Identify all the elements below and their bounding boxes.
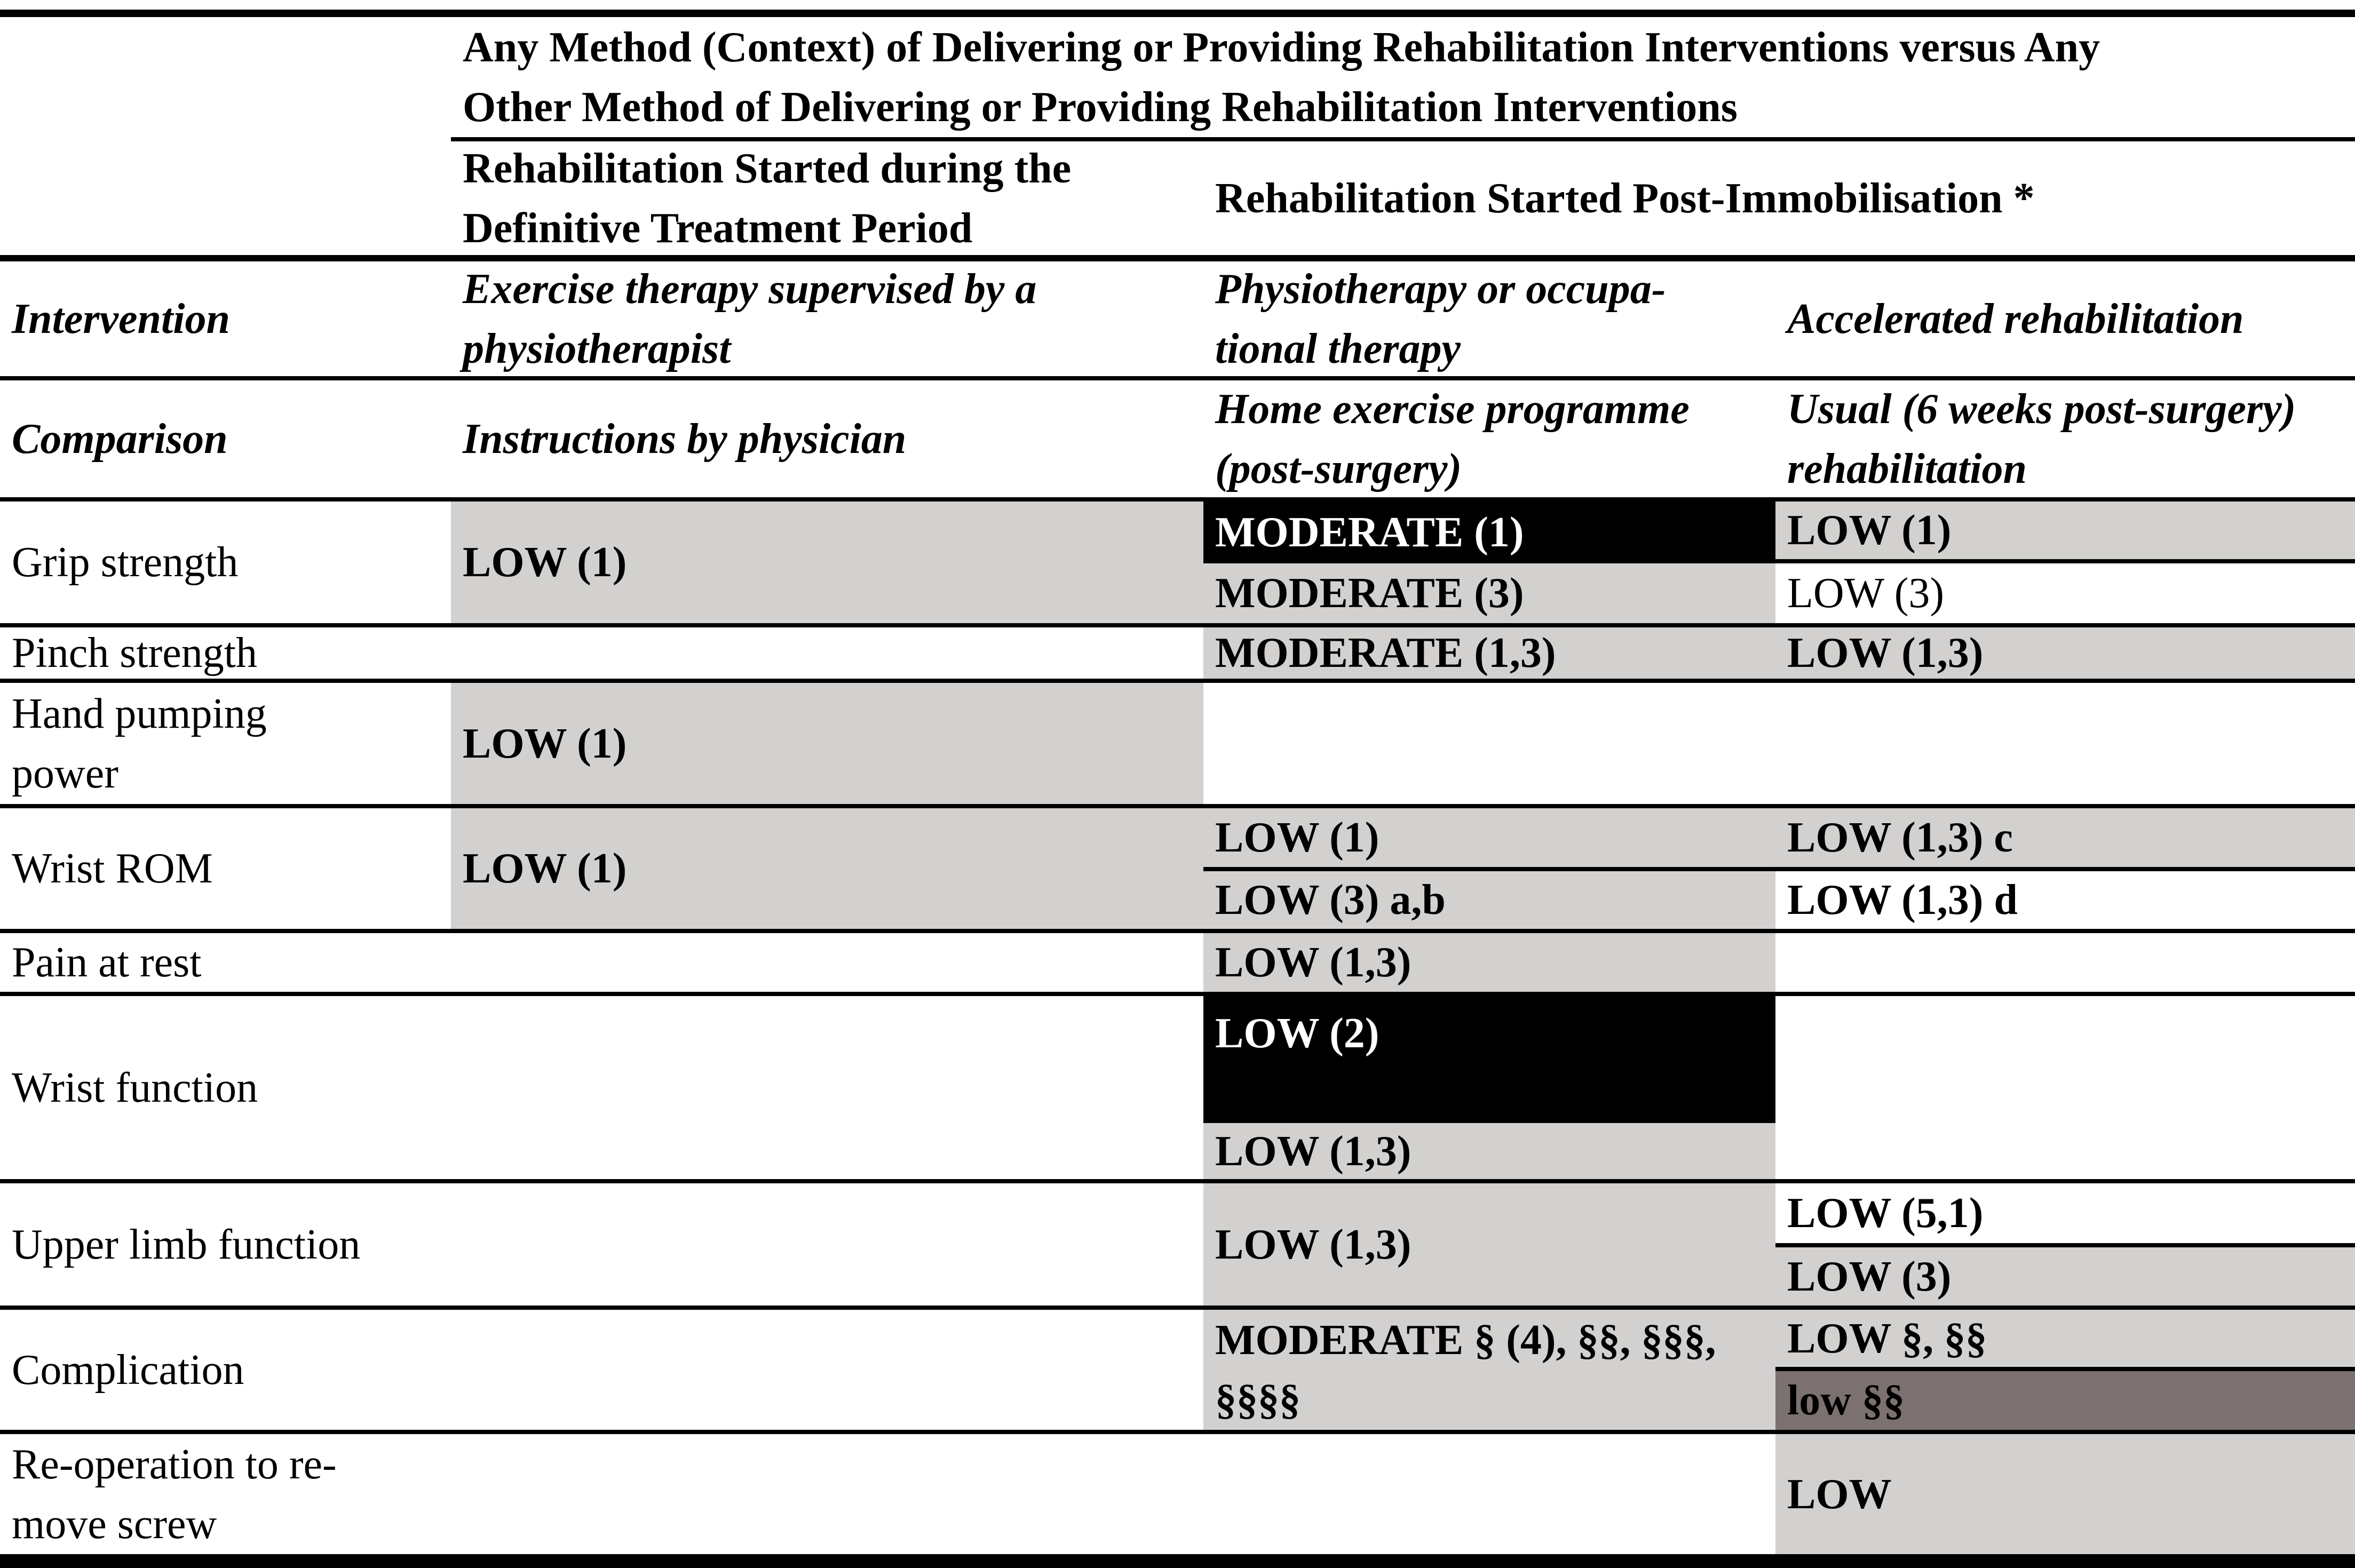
reoperation-label-line-1: Re-operation to re- xyxy=(12,1440,337,1488)
grip-col3-sub1: MODERATE (1) xyxy=(1203,502,1775,563)
comparison-col3-cell: Home exercise programme (post-surgery) xyxy=(1203,380,1775,497)
upper-limb-label: Upper limb function xyxy=(12,1221,361,1268)
wrist-function-col3-cell: LOW (2) LOW (1,3) xyxy=(1203,996,1775,1179)
hand-pumping-label-line-1: Hand pumping xyxy=(12,690,267,737)
hand-pumping-label-line-2: power xyxy=(12,750,118,797)
intervention-col3-cell: Physiotherapy or occupa- tional therapy xyxy=(1203,261,1775,376)
comparison-col4-line-2: rehabilitation xyxy=(1787,445,2027,492)
complication-col3-line-2: §§§§ xyxy=(1215,1376,1301,1423)
pain-at-rest-label: Pain at rest xyxy=(12,939,202,986)
header-during-treatment-line-2: Definitive Treatment Period xyxy=(463,204,973,252)
outcome-row-wrist-rom: Wrist ROM LOW (1) LOW (1) LOW (3) a,b LO… xyxy=(0,808,2355,933)
outcome-row-upper-limb-function: Upper limb function LOW (1,3) LOW (5,1) … xyxy=(0,1183,2355,1310)
intervention-row: Intervention Exercise therapy supervised… xyxy=(0,261,2355,380)
intervention-col2-line-1: Exercise therapy supervised by a xyxy=(463,265,1037,313)
wrist-function-col3-sub1: LOW (2) xyxy=(1203,996,1775,1123)
table-bottom-rule xyxy=(0,1554,2355,1568)
reoperation-label-line-2: move screw xyxy=(12,1500,217,1548)
upper-limb-col2-cell xyxy=(451,1183,1203,1306)
complication-col4-cell: LOW §, §§ low §§ xyxy=(1775,1310,2355,1430)
header-span-empty-cell xyxy=(0,17,451,141)
complication-label: Complication xyxy=(12,1346,244,1394)
pinch-label: Pinch strength xyxy=(12,630,257,676)
header-span-title-cell: Any Method (Context) of Delivering or Pr… xyxy=(451,17,2355,141)
upper-limb-col4-sub1: LOW (5,1) xyxy=(1775,1183,2355,1247)
hand-pumping-col3-cell xyxy=(1203,683,1775,804)
header-span-row: Any Method (Context) of Delivering or Pr… xyxy=(0,17,2355,141)
comparison-col4-cell: Usual (6 weeks post-surgery) rehabilitat… xyxy=(1775,380,2355,497)
intervention-col2-cell: Exercise therapy supervised by a physiot… xyxy=(451,261,1203,376)
outcome-row-complication: Complication MODERATE § (4), §§, §§§, §§… xyxy=(0,1310,2355,1434)
hand-pumping-col4-cell xyxy=(1775,683,2355,804)
intervention-col4-cell: Accelerated rehabilitation xyxy=(1787,295,2244,343)
outcome-row-pinch-strength: Pinch strength MODERATE (1,3) LOW (1,3) xyxy=(0,627,2355,683)
grip-col3-sub2: MODERATE (3) xyxy=(1203,563,1775,623)
header-subgroup-empty-cell xyxy=(0,141,451,255)
intervention-label: Intervention xyxy=(12,295,230,343)
intervention-col2-line-2: physiotherapist xyxy=(463,325,731,372)
complication-col4-sub2: low §§ xyxy=(1775,1371,2355,1430)
comparison-col2-cell: Instructions by physician xyxy=(463,415,907,463)
complication-col4-sub1: LOW §, §§ xyxy=(1775,1310,2355,1371)
outcome-row-pain-at-rest: Pain at rest LOW (1,3) xyxy=(0,933,2355,996)
header-during-treatment-cell: Rehabilitation Started during the Defini… xyxy=(451,141,1203,255)
hand-pumping-col2-cell: LOW (1) xyxy=(451,683,1203,804)
complication-col3-cell: MODERATE § (4), §§, §§§, §§§§ xyxy=(1203,1310,1775,1430)
comparison-label: Comparison xyxy=(12,415,228,463)
grip-col4-sub2: LOW (3) xyxy=(1787,570,1944,617)
comparison-row: Comparison Instructions by physician Hom… xyxy=(0,380,2355,502)
pinch-col3-cell: MODERATE (1,3) xyxy=(1203,627,1775,679)
header-span-line-1: Any Method (Context) of Delivering or Pr… xyxy=(463,23,2100,71)
outcome-row-reoperation: Re-operation to re- move screw LOW xyxy=(0,1434,2355,1554)
wrist-rom-col4-sub2: LOW (1,3) d xyxy=(1787,877,2018,924)
header-subgroup-row: Rehabilitation Started during the Defini… xyxy=(0,141,2355,261)
pain-at-rest-col3-cell: LOW (1,3) xyxy=(1203,933,1775,992)
outcome-row-hand-pumping-power: Hand pumping power LOW (1) xyxy=(0,683,2355,808)
wrist-rom-col4-sub1: LOW (1,3) c xyxy=(1775,808,2355,871)
outcome-row-grip-strength: Grip strength LOW (1) MODERATE (1) MODER… xyxy=(0,502,2355,627)
upper-limb-col3-cell: LOW (1,3) xyxy=(1203,1183,1775,1306)
reoperation-col3-cell xyxy=(1203,1434,1775,1554)
wrist-rom-col3-sub1: LOW (1) xyxy=(1203,808,1775,871)
pinch-col4-cell: LOW (1,3) xyxy=(1775,627,2355,679)
pinch-col2-cell xyxy=(451,627,1203,679)
upper-limb-col4-cell: LOW (5,1) LOW (3) xyxy=(1775,1183,2355,1306)
reoperation-col4-cell: LOW xyxy=(1775,1434,2355,1554)
wrist-rom-col3-cell: LOW (1) LOW (3) a,b xyxy=(1203,808,1775,929)
upper-limb-col4-sub2: LOW (3) xyxy=(1775,1247,2355,1306)
comparison-col3-line-2: (post-surgery) xyxy=(1215,445,1462,492)
comparison-col3-line-1: Home exercise programme xyxy=(1215,385,1690,433)
wrist-rom-col4-cell: LOW (1,3) c LOW (1,3) d xyxy=(1775,808,2355,929)
hand-pumping-label: Hand pumping power xyxy=(0,683,451,804)
complication-col3-line-1: MODERATE § (4), §§, §§§, xyxy=(1215,1316,1716,1364)
complication-col2-cell xyxy=(451,1310,1203,1430)
wrist-function-col4-cell xyxy=(1775,996,2355,1179)
header-span-line-2: Other Method of Delivering or Providing … xyxy=(463,83,1738,131)
wrist-function-col3-sub2: LOW (1,3) xyxy=(1203,1123,1775,1179)
header-during-treatment-line-1: Rehabilitation Started during the xyxy=(463,145,1072,192)
header-post-immobilisation-cell: Rehabilitation Started Post-Immobilisati… xyxy=(1215,174,2035,222)
outcome-row-wrist-function: Wrist function LOW (2) LOW (1,3) xyxy=(0,996,2355,1183)
reoperation-col2-cell xyxy=(451,1434,1203,1554)
grip-col4-sub1: LOW (1) xyxy=(1775,502,2355,563)
wrist-rom-col2-cell: LOW (1) xyxy=(451,808,1203,929)
grip-col2-cell: LOW (1) xyxy=(451,502,1203,623)
wrist-rom-col3-sub2: LOW (3) a,b xyxy=(1203,871,1775,929)
comparison-col4-line-1: Usual (6 weeks post-surgery) xyxy=(1787,385,2296,433)
reoperation-label: Re-operation to re- move screw xyxy=(0,1434,451,1554)
wrist-rom-label: Wrist ROM xyxy=(12,845,213,892)
wrist-function-col2-cell xyxy=(451,996,1203,1179)
pain-at-rest-col2-cell xyxy=(451,933,1203,992)
intervention-col3-line-2: tional therapy xyxy=(1215,325,1461,372)
wrist-function-label: Wrist function xyxy=(12,1064,258,1111)
grip-label: Grip strength xyxy=(12,539,239,586)
pain-at-rest-col4-cell xyxy=(1775,933,2355,992)
grip-col4-cell: LOW (1) LOW (3) xyxy=(1775,502,2355,623)
intervention-col3-line-1: Physiotherapy or occupa- xyxy=(1215,265,1666,313)
table-top-rule xyxy=(0,10,2355,17)
grip-col3-cell: MODERATE (1) MODERATE (3) xyxy=(1203,502,1775,623)
